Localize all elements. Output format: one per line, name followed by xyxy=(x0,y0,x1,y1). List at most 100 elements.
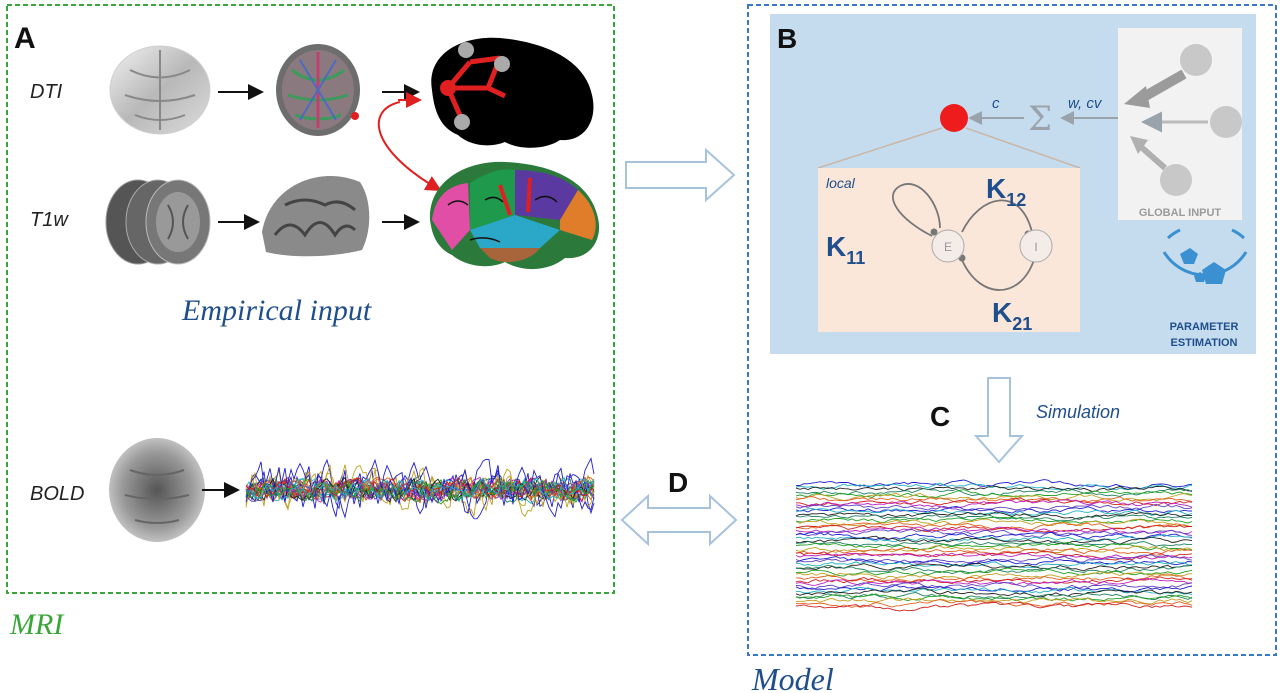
k11-k: K xyxy=(826,231,846,262)
k12-sub: 12 xyxy=(1006,190,1026,210)
model-label: Model xyxy=(751,661,834,693)
global-input-label: GLOBAL INPUT xyxy=(1139,207,1222,219)
c-label: c xyxy=(992,95,1000,112)
sim-trace xyxy=(795,518,1193,528)
local-label: local xyxy=(826,175,856,191)
sim-trace xyxy=(795,508,1193,516)
panel-a-letter: A xyxy=(14,22,36,55)
red-curved-arrow xyxy=(377,101,442,191)
sim-trace xyxy=(795,556,1193,567)
sim-trace xyxy=(795,551,1193,561)
sim-trace xyxy=(795,545,1193,554)
sim-trace xyxy=(795,511,1193,520)
zoom-line-right xyxy=(965,127,1081,169)
bold-trace xyxy=(245,477,595,502)
global-node-2 xyxy=(1210,106,1242,138)
sim-trace xyxy=(795,593,1193,602)
bold-trace xyxy=(245,464,595,518)
bold-timeseries xyxy=(245,457,595,520)
k12-k: K xyxy=(986,173,1006,204)
sim-trace xyxy=(795,497,1193,506)
k11-sub: 11 xyxy=(846,248,865,268)
k12-label: K12 xyxy=(986,173,1026,210)
connectome-brain-image xyxy=(431,37,594,148)
e-node-label: E xyxy=(944,240,952,254)
simulated-timeseries xyxy=(795,479,1193,612)
global-arrow-3 xyxy=(1138,143,1167,171)
dti-brain-image xyxy=(109,45,211,135)
sim-trace xyxy=(795,552,1193,560)
panel-b-letter: B xyxy=(777,23,797,54)
e-node xyxy=(931,229,965,263)
sim-trace xyxy=(795,584,1193,593)
sim-trace xyxy=(795,577,1193,586)
k21-sub: 21 xyxy=(1012,314,1032,334)
wcv-label: w, cv xyxy=(1068,95,1103,112)
bold-trace xyxy=(245,458,595,519)
sim-trace xyxy=(795,489,1193,498)
t1w-label: T1w xyxy=(30,209,69,231)
sim-trace xyxy=(795,496,1193,503)
bold-trace xyxy=(245,479,595,502)
mri-panel-border xyxy=(6,4,615,594)
sim-trace xyxy=(795,485,1193,492)
dti-label: DTI xyxy=(30,81,63,103)
parameter-label-2: ESTIMATION xyxy=(1170,337,1237,349)
parcellated-brain-image xyxy=(429,161,600,270)
panel-c-letter: C xyxy=(930,401,950,432)
parameter-estimation-icon xyxy=(1162,228,1248,284)
sim-trace xyxy=(795,601,1193,612)
mri-label: MRI xyxy=(9,608,65,641)
dti-tractography-image xyxy=(276,44,360,136)
e-to-i-arc xyxy=(961,199,1033,233)
sim-trace xyxy=(795,541,1193,551)
sim-trace xyxy=(795,524,1193,533)
t1w-slices-image xyxy=(105,179,211,265)
parameter-label-1: PARAMETER xyxy=(1170,321,1239,333)
simulation-arrow xyxy=(973,377,1025,464)
empirical-input-label: Empirical input xyxy=(181,294,372,327)
zoom-line-left xyxy=(817,127,943,169)
sim-trace xyxy=(795,492,1193,502)
self-loop-head xyxy=(930,228,938,236)
i-node xyxy=(1019,229,1053,263)
t1w-surface-image xyxy=(262,176,370,257)
sim-trace xyxy=(795,529,1193,538)
global-arrow-3-head xyxy=(1130,136,1148,154)
sim-trace xyxy=(795,546,1193,556)
k11-label: K11 xyxy=(826,231,865,268)
sim-trace xyxy=(795,599,1193,608)
sim-trace xyxy=(795,564,1193,574)
sim-trace xyxy=(795,563,1193,572)
sim-trace xyxy=(795,535,1193,545)
bold-brain-image xyxy=(109,438,205,542)
sim-trace xyxy=(795,526,1193,535)
sim-trace xyxy=(795,586,1193,596)
global-node-3 xyxy=(1160,164,1192,196)
global-arrow-1 xyxy=(1139,69,1187,103)
sim-trace xyxy=(795,587,1193,598)
sim-trace xyxy=(795,581,1193,591)
bold-label: BOLD xyxy=(30,483,84,505)
global-node-1 xyxy=(1180,44,1212,76)
sim-trace xyxy=(795,571,1193,580)
i-node-label: I xyxy=(1034,240,1037,254)
arrow-a-to-b xyxy=(625,147,736,203)
global-arrow-1-head xyxy=(1124,86,1150,108)
double-arrow-d xyxy=(620,493,738,547)
bold-trace xyxy=(245,479,595,505)
k21-k: K xyxy=(992,297,1012,328)
bold-trace xyxy=(245,477,595,501)
sim-trace xyxy=(795,505,1193,514)
i-to-e-arc xyxy=(961,259,1035,291)
self-loop-e xyxy=(892,183,941,237)
model-panel-border xyxy=(747,4,1277,656)
k21-label: K21 xyxy=(992,297,1032,334)
red-node xyxy=(940,104,968,132)
sim-trace xyxy=(795,482,1193,491)
sim-trace xyxy=(795,592,1193,601)
panel-d-letter: D xyxy=(668,467,688,498)
sim-trace xyxy=(795,561,1193,569)
sum-symbol: Σ xyxy=(1028,99,1052,139)
